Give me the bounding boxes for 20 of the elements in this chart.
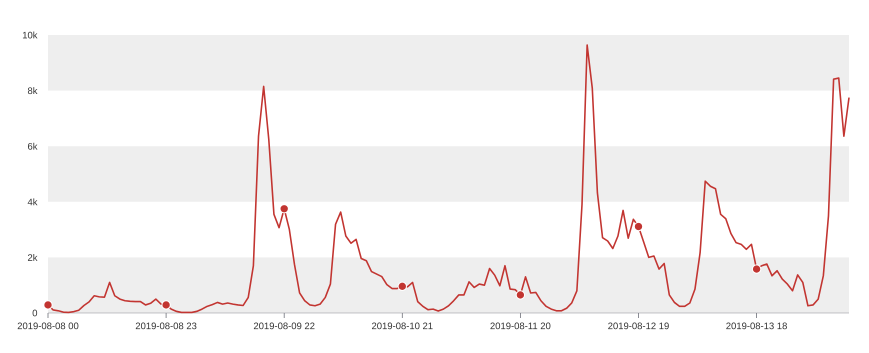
- point: [398, 282, 407, 291]
- point: [280, 204, 289, 214]
- x-tick-label: 2019-08-11 20: [490, 322, 550, 330]
- y-tick-label: 4k: [28, 198, 38, 206]
- y-tick-label: 6k: [28, 142, 38, 150]
- x-tick-label: 2019-08-08 23: [136, 322, 196, 330]
- point: [634, 222, 644, 232]
- x-tick-label: 2019-08-13 18: [726, 322, 787, 330]
- point: [161, 300, 171, 310]
- x-tick-label: 2019-08-09 22: [254, 322, 314, 330]
- point: [43, 300, 53, 310]
- x-tick-label: 2019-08-12 19: [608, 322, 669, 330]
- y-tick-label: 8k: [28, 87, 38, 94]
- point: [752, 264, 762, 274]
- y-tick-label: 10k: [22, 32, 38, 38]
- x-tick-label: 2019-08-08 00: [18, 322, 78, 330]
- y-tick-label: 0: [32, 310, 38, 316]
- x-tick-label: 2019-08-10 21: [372, 322, 433, 330]
- point: [516, 290, 526, 300]
- y-tick-label: 2k: [28, 254, 38, 261]
